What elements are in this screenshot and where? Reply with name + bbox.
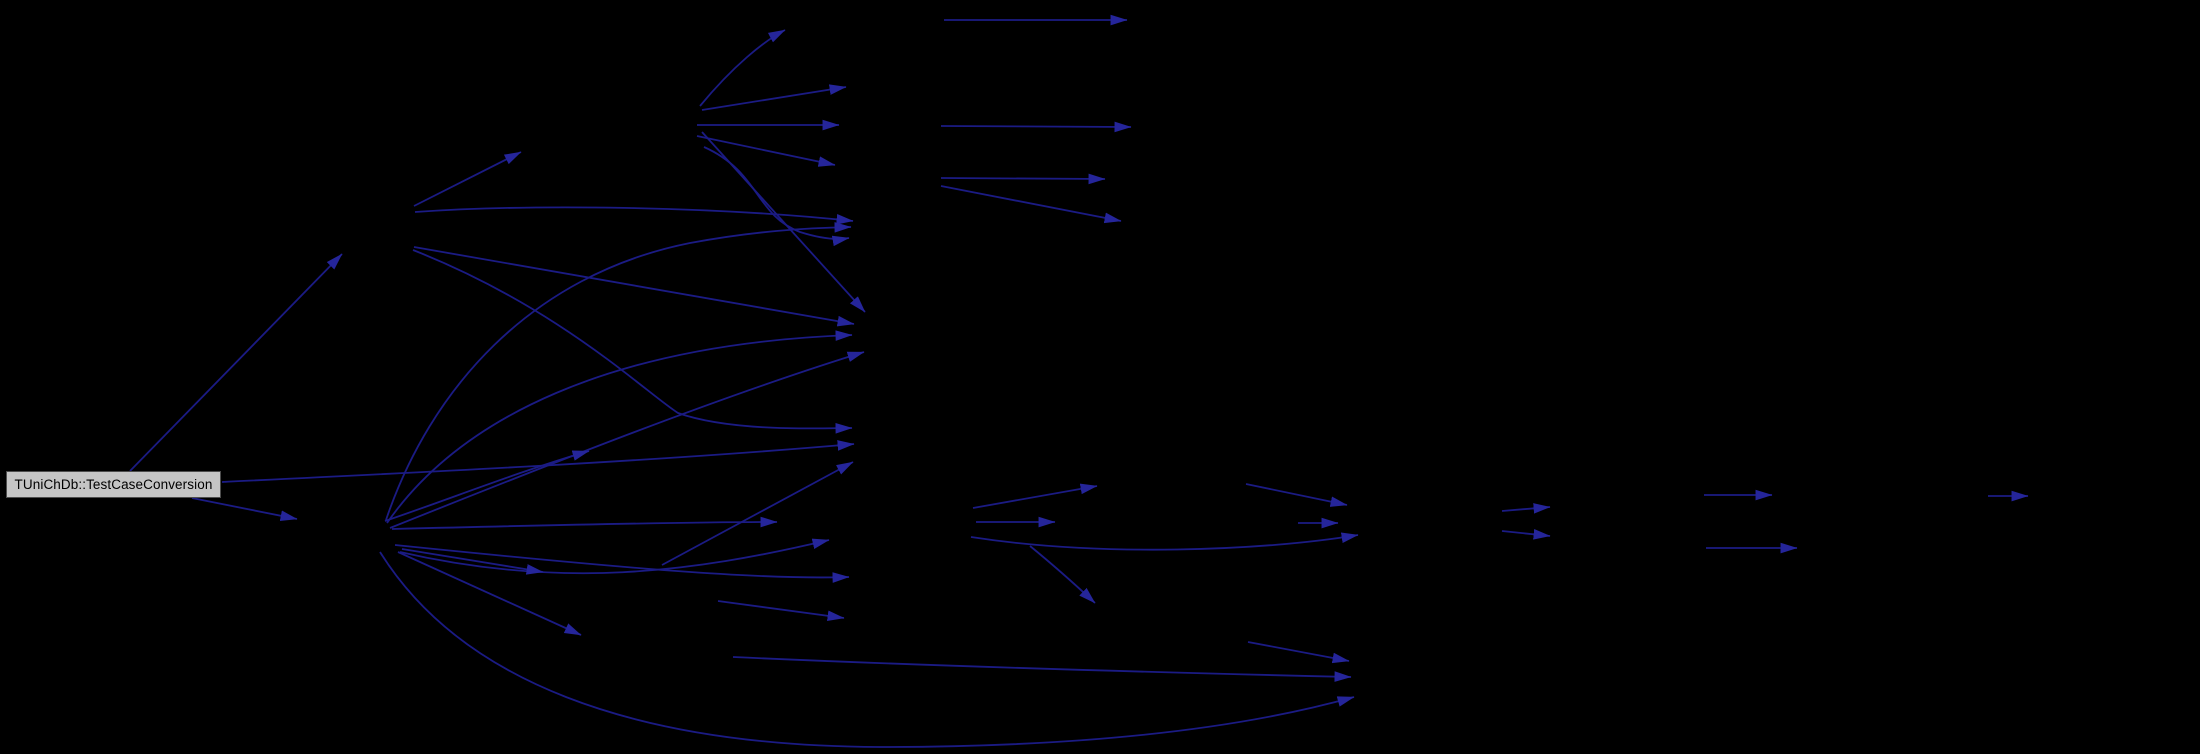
edge-root-to-hub2 [191,497,298,521]
root-node-label: TUniChDb::TestCaseConversion [14,476,213,492]
edge-node3-to-top4 [696,135,836,167]
root-node-testcaseconversion[interactable]: TUniChDb::TestCaseConversion [6,471,221,498]
edge-hub2-to-node9 [401,548,544,575]
edge-hub2-curve-mid2b [389,351,865,529]
edge-mid5-to-right1 [1245,483,1348,507]
edge-mid4-swoop-right1 [970,532,1359,551]
edge-mid4-down-curve [1029,545,1096,604]
edge-right1-out-upper [1501,503,1551,514]
edge-hub1-to-mid2 [413,246,855,327]
edge-hub1-to-mid3 [412,249,853,434]
edge-hub2-to-nodeg [397,551,582,636]
edge-node3-to-top2 [701,84,847,111]
edge-hub2-to-nodef [394,544,850,583]
edge-hub2-to-noded [384,450,590,522]
edge-hub2-curve-mid4 [399,538,830,575]
edge-mid6-to-right4 [1247,641,1350,664]
edge-hub2-curve-mid2 [386,330,853,524]
edge-top4-horizontal [940,173,1106,185]
edge-node9-to-mid3 [661,461,854,566]
edge-root-to-mid3 [221,440,855,483]
edge-mid4-to-mid5 [972,483,1098,509]
edge-node3-s-curve-mid1 [703,146,850,247]
edge-nodeg-to-right4 [732,656,1352,682]
edge-hub1-to-node3 [413,151,522,207]
edge-root-to-hub1 [129,253,343,472]
edge-nodeg-to-lower [717,600,845,622]
edge-top3-horizontal [940,121,1132,133]
edge-right1-out-lower [1501,529,1551,540]
edge-hub2-to-nodee [391,516,778,530]
edge-hub2-curve-mid1 [385,222,852,521]
edge-hub2-bottom-swoop [379,551,1355,748]
edge-node3-up-curve [699,29,786,107]
edge-node3-to-mid2 [701,131,866,313]
edge-hub1-to-mid1 [414,206,854,225]
edge-top4-diagonal [940,185,1122,224]
